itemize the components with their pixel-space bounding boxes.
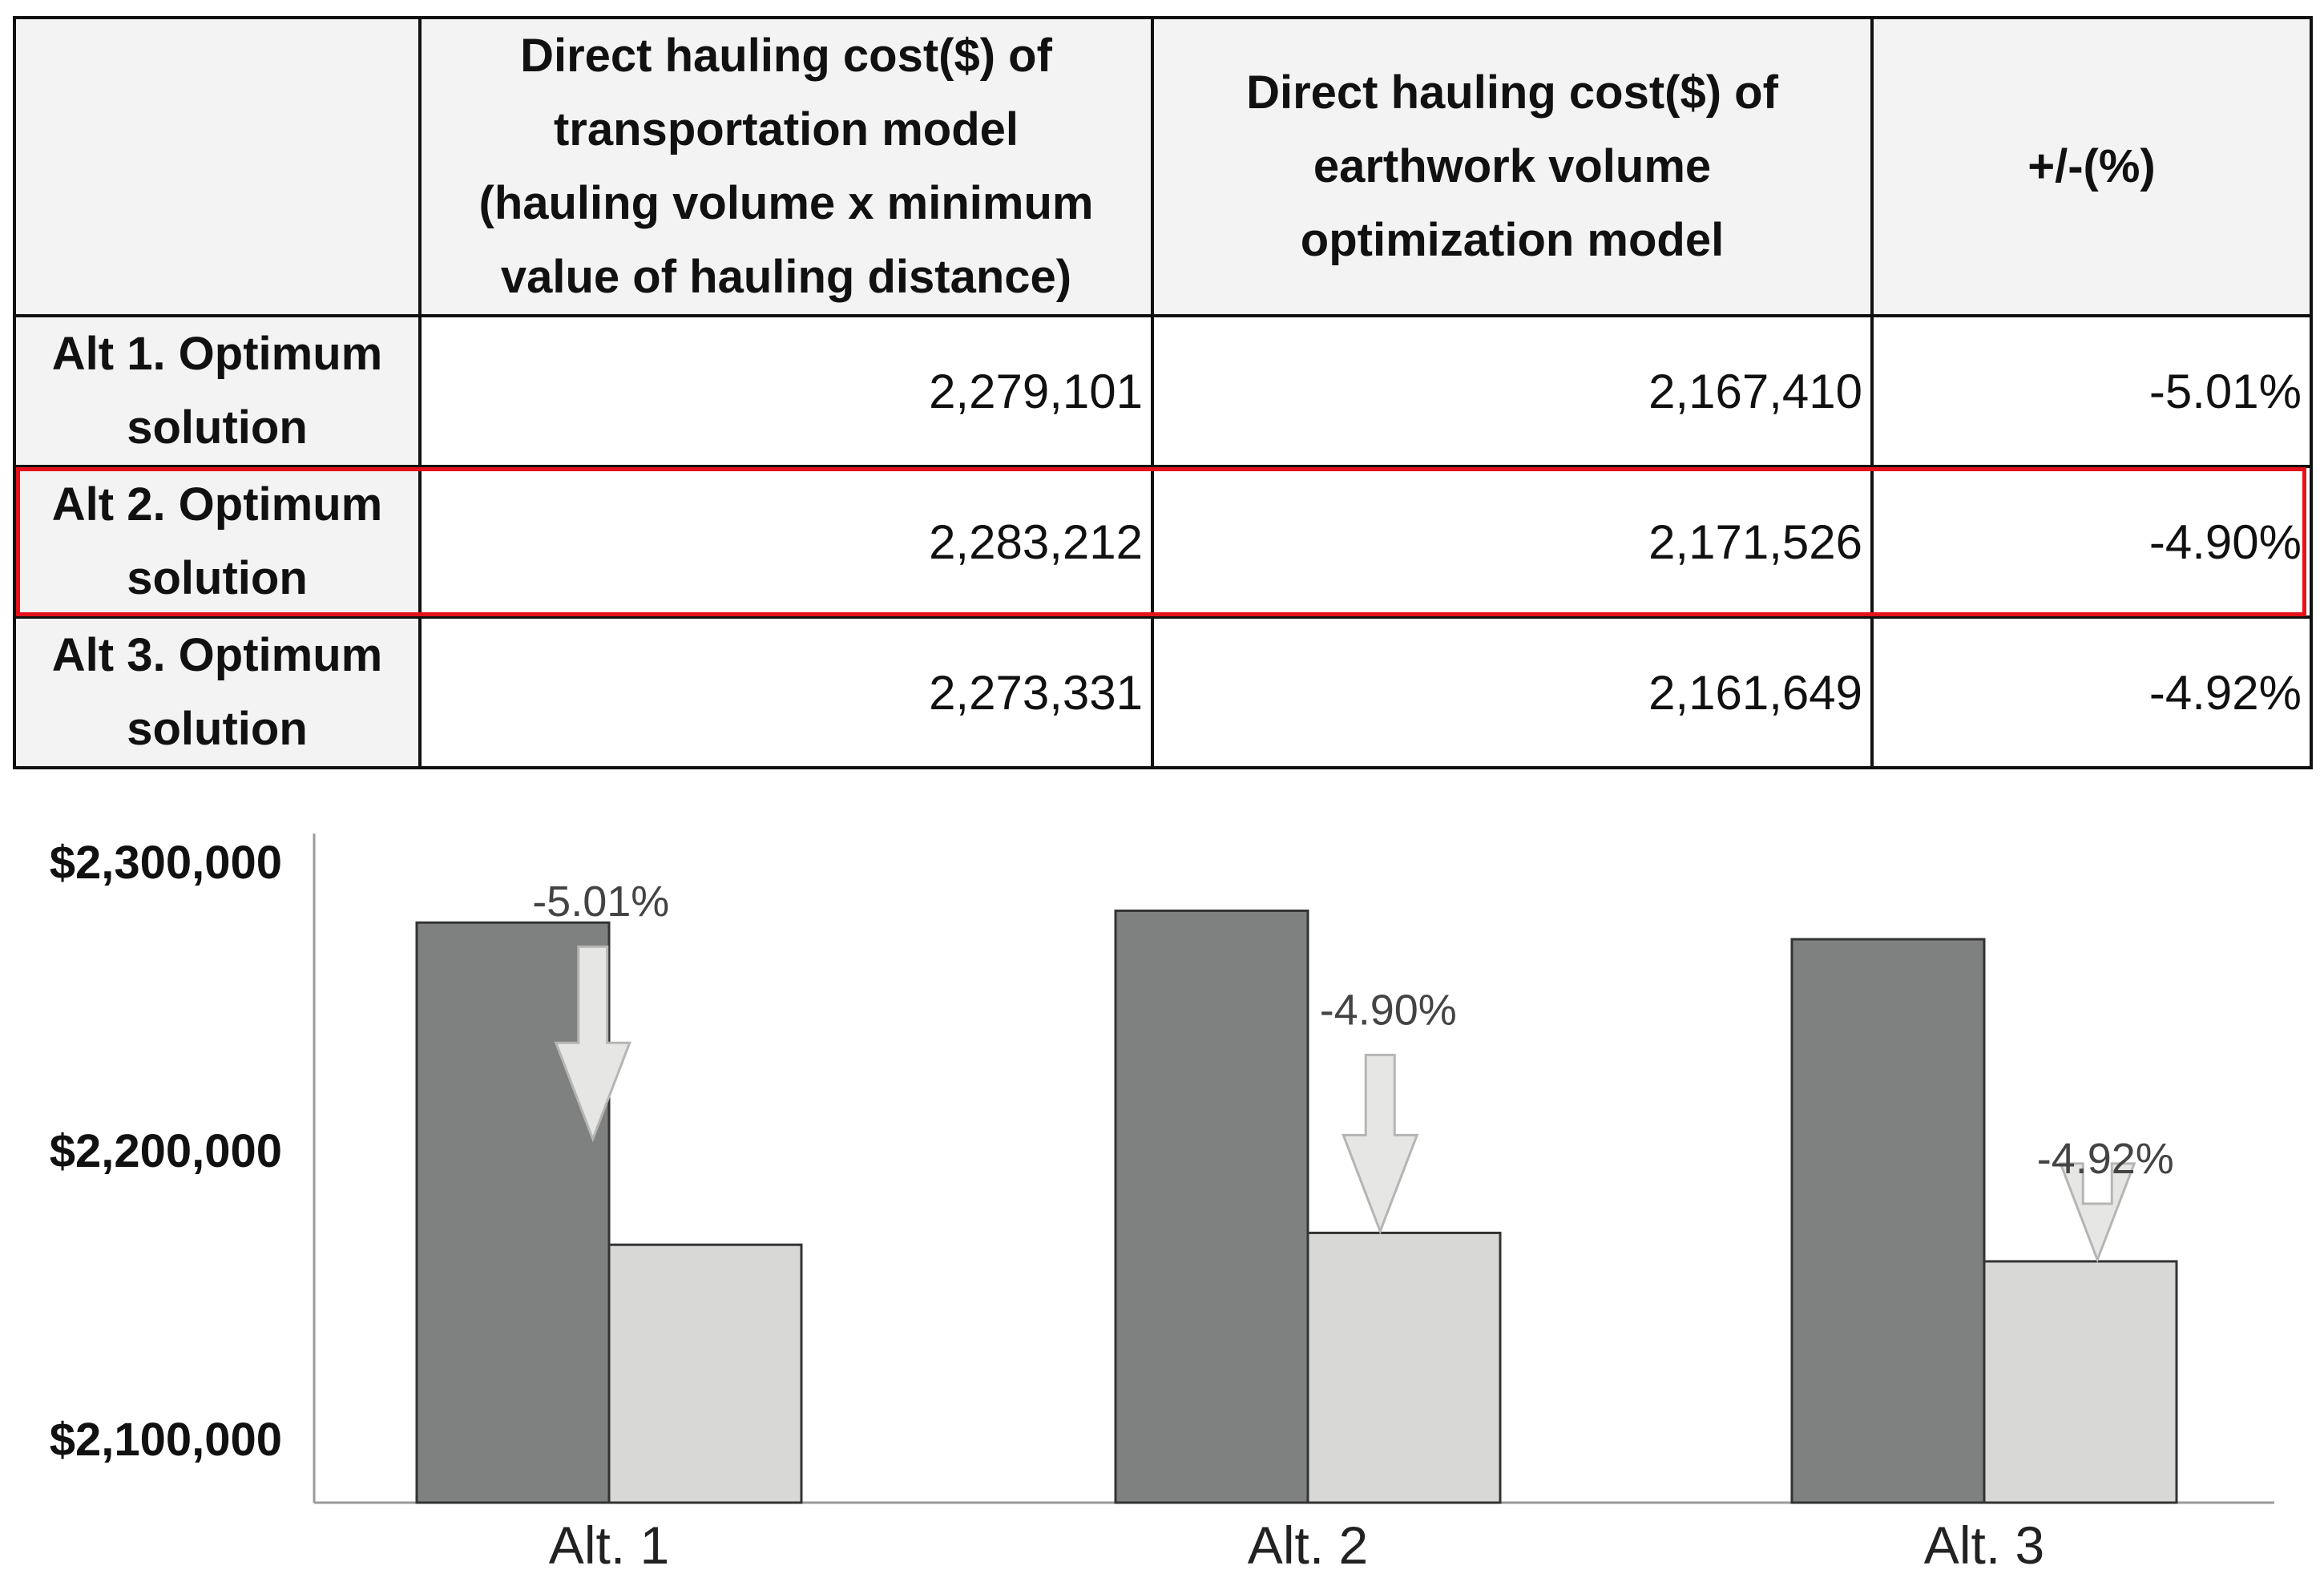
header-change-percent: +/-(%) bbox=[1870, 16, 2313, 317]
bar-optimization bbox=[1306, 1231, 1502, 1504]
header-line: Direct hauling cost($) of bbox=[1246, 67, 1778, 119]
header-optimization-model: Direct hauling cost($) of earthwork volu… bbox=[1151, 16, 1874, 317]
change-percent-cell: -4.90% bbox=[1870, 465, 2313, 619]
optimization-cost-cell: 2,161,649 bbox=[1151, 615, 1874, 769]
x-tick-label: Alt. 1 bbox=[549, 1515, 669, 1575]
row-label-line: Alt 3. Optimum bbox=[51, 629, 383, 681]
y-tick-label: $2,200,000 bbox=[50, 1125, 282, 1177]
row-label-line: Alt 2. Optimum bbox=[51, 478, 383, 531]
header-line: (hauling volume x minimum bbox=[478, 177, 1094, 229]
header-line: transportation model bbox=[553, 103, 1019, 155]
table-row: Alt 2. Optimum solution 2,283,212 2,171,… bbox=[13, 465, 2313, 619]
bar-transportation bbox=[1790, 938, 1986, 1504]
bar-optimization bbox=[1983, 1260, 2178, 1504]
y-tick-label: $2,300,000 bbox=[50, 837, 282, 889]
change-percent-label: -4.92% bbox=[2037, 1135, 2174, 1183]
down-arrow-icon bbox=[554, 945, 631, 1143]
header-line: Direct hauling cost($) of bbox=[520, 30, 1052, 82]
row-label-line: solution bbox=[127, 552, 308, 604]
down-arrow-icon bbox=[2059, 1162, 2136, 1264]
table-row: Alt 3. Optimum solution 2,273,331 2,161,… bbox=[13, 615, 2313, 769]
change-percent-cell: -4.92% bbox=[1870, 615, 2313, 769]
table-row: Alt 1. Optimum solution 2,279,101 2,167,… bbox=[13, 314, 2313, 468]
bar-transportation bbox=[1114, 909, 1309, 1504]
row-label-line: solution bbox=[127, 402, 308, 454]
header-transportation-model: Direct hauling cost($) of transportation… bbox=[418, 16, 1154, 317]
change-percent-cell: -5.01% bbox=[1870, 314, 2313, 468]
row-label: Alt 3. Optimum solution bbox=[13, 615, 422, 769]
bar-optimization bbox=[607, 1243, 803, 1504]
header-line: earthwork volume bbox=[1313, 140, 1712, 192]
bar-transportation bbox=[415, 921, 611, 1504]
change-percent-label: -4.90% bbox=[1320, 986, 1457, 1034]
header-empty-cell bbox=[13, 16, 422, 317]
cost-comparison-bar-chart: $2,300,000 $2,200,000 $2,100,000 Alt. 1 -5.0… bbox=[50, 833, 2274, 1575]
header-line: optimization model bbox=[1300, 214, 1725, 266]
optimization-cost-cell: 2,171,526 bbox=[1151, 465, 1874, 619]
change-percent-label: -5.01% bbox=[532, 878, 669, 926]
header-line: +/-(%) bbox=[2027, 140, 2156, 192]
row-label: Alt 1. Optimum solution bbox=[13, 314, 422, 468]
row-label-line: solution bbox=[127, 703, 308, 755]
comparison-table: Direct hauling cost($) of transportation… bbox=[13, 16, 2313, 769]
header-line: value of hauling distance) bbox=[500, 251, 1072, 303]
row-label-line: Alt 1. Optimum bbox=[51, 328, 383, 380]
optimization-cost-cell: 2,167,410 bbox=[1151, 314, 1874, 468]
x-tick-label: Alt. 2 bbox=[1248, 1515, 1368, 1575]
y-tick-label: $2,100,000 bbox=[50, 1414, 282, 1466]
x-tick-label: Alt. 3 bbox=[1924, 1515, 2044, 1575]
transport-cost-cell: 2,273,331 bbox=[418, 615, 1154, 769]
transport-cost-cell: 2,279,101 bbox=[418, 314, 1154, 468]
transport-cost-cell: 2,283,212 bbox=[418, 465, 1154, 619]
row-label: Alt 2. Optimum solution bbox=[13, 465, 422, 619]
table-header-row: Direct hauling cost($) of transportation… bbox=[13, 16, 2313, 317]
down-arrow-icon bbox=[1342, 1053, 1419, 1235]
